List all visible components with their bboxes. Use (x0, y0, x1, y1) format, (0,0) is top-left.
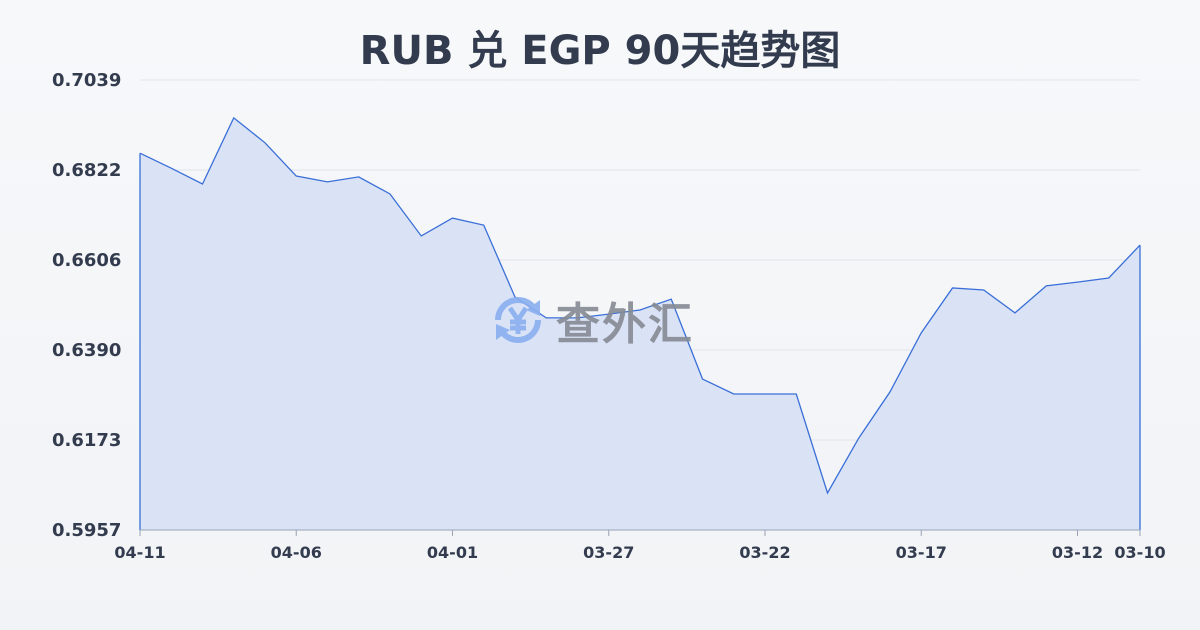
watermark: 查外汇 (488, 288, 694, 352)
area-fill (140, 117, 1140, 530)
yen-exchange-icon (495, 297, 541, 343)
x-tick-label: 03-27 (583, 543, 634, 562)
x-tick-label: 03-22 (739, 543, 790, 562)
y-tick-label: 0.6173 (52, 430, 121, 451)
x-tick-label: 04-06 (271, 543, 322, 562)
y-tick-label: 0.6822 (52, 160, 121, 181)
y-tick-label: 0.7039 (52, 70, 121, 91)
y-tick-label: 0.5957 (52, 520, 121, 541)
x-tick-label: 03-12 (1052, 543, 1103, 562)
x-tick-label: 04-11 (114, 543, 165, 562)
x-tick-label: 04-01 (427, 543, 478, 562)
watermark-text: 查外汇 (556, 299, 694, 350)
y-tick-label: 0.6606 (52, 250, 121, 271)
x-tick-label: 03-10 (1114, 543, 1165, 562)
chart-title: RUB 兑 EGP 90天趋势图 (359, 28, 841, 74)
y-tick-label: 0.6390 (52, 340, 121, 361)
x-tick-label: 03-17 (896, 543, 947, 562)
